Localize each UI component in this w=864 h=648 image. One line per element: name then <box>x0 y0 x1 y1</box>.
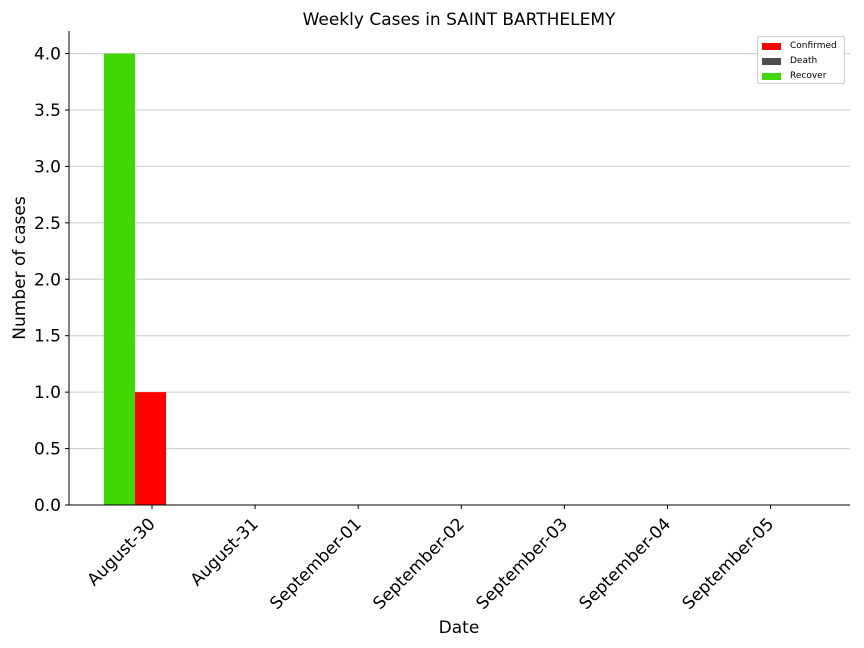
y-tick-label: 1.5 <box>34 327 61 347</box>
y-tick-label: 0.0 <box>34 496 61 516</box>
x-tick-label: September-05 <box>679 514 778 613</box>
legend-item-confirmed: Confirmed <box>762 40 837 52</box>
x-tick-labels: August-30 August-31 September-01 September-… <box>84 505 778 614</box>
gridlines <box>69 53 850 506</box>
y-axis-label: Number of cases <box>10 196 30 340</box>
legend-swatch-confirmed <box>762 42 781 50</box>
x-tick-label: August-30 <box>84 514 160 590</box>
bar-recover-august-30 <box>104 53 135 505</box>
y-tick-labels: 0.0 0.5 1.0 1.5 2.0 2.5 3.0 3.5 4.0 <box>34 45 69 516</box>
legend: Confirmed Death Recover <box>757 36 845 84</box>
x-tick-label: September-04 <box>576 514 675 613</box>
y-tick-label: 0.5 <box>34 440 61 460</box>
y-tick-label: 2.5 <box>34 214 61 234</box>
y-tick-label: 2.0 <box>34 270 61 290</box>
x-axis-label: Date <box>439 618 480 638</box>
chart-title: Weekly Cases in SAINT BARTHELEMY <box>303 10 616 30</box>
legend-item-recover: Recover <box>762 70 826 82</box>
x-tick-label: September-03 <box>472 514 571 613</box>
legend-swatch-recover <box>762 72 781 80</box>
x-tick-label: August-31 <box>187 514 263 590</box>
bar-confirmed-august-30 <box>135 392 166 505</box>
y-tick-label: 3.5 <box>34 101 61 121</box>
x-tick-label: September-01 <box>266 514 365 613</box>
x-tick-label: September-02 <box>369 514 468 613</box>
legend-item-death: Death <box>762 55 817 67</box>
bars <box>104 53 166 505</box>
legend-label-death: Death <box>790 56 818 66</box>
legend-swatch-death <box>762 57 781 65</box>
y-tick-label: 3.0 <box>34 157 61 177</box>
legend-label-recover: Recover <box>790 71 827 81</box>
legend-label-confirmed: Confirmed <box>790 41 837 51</box>
y-tick-label: 4.0 <box>34 45 61 65</box>
y-tick-label: 1.0 <box>34 383 61 403</box>
